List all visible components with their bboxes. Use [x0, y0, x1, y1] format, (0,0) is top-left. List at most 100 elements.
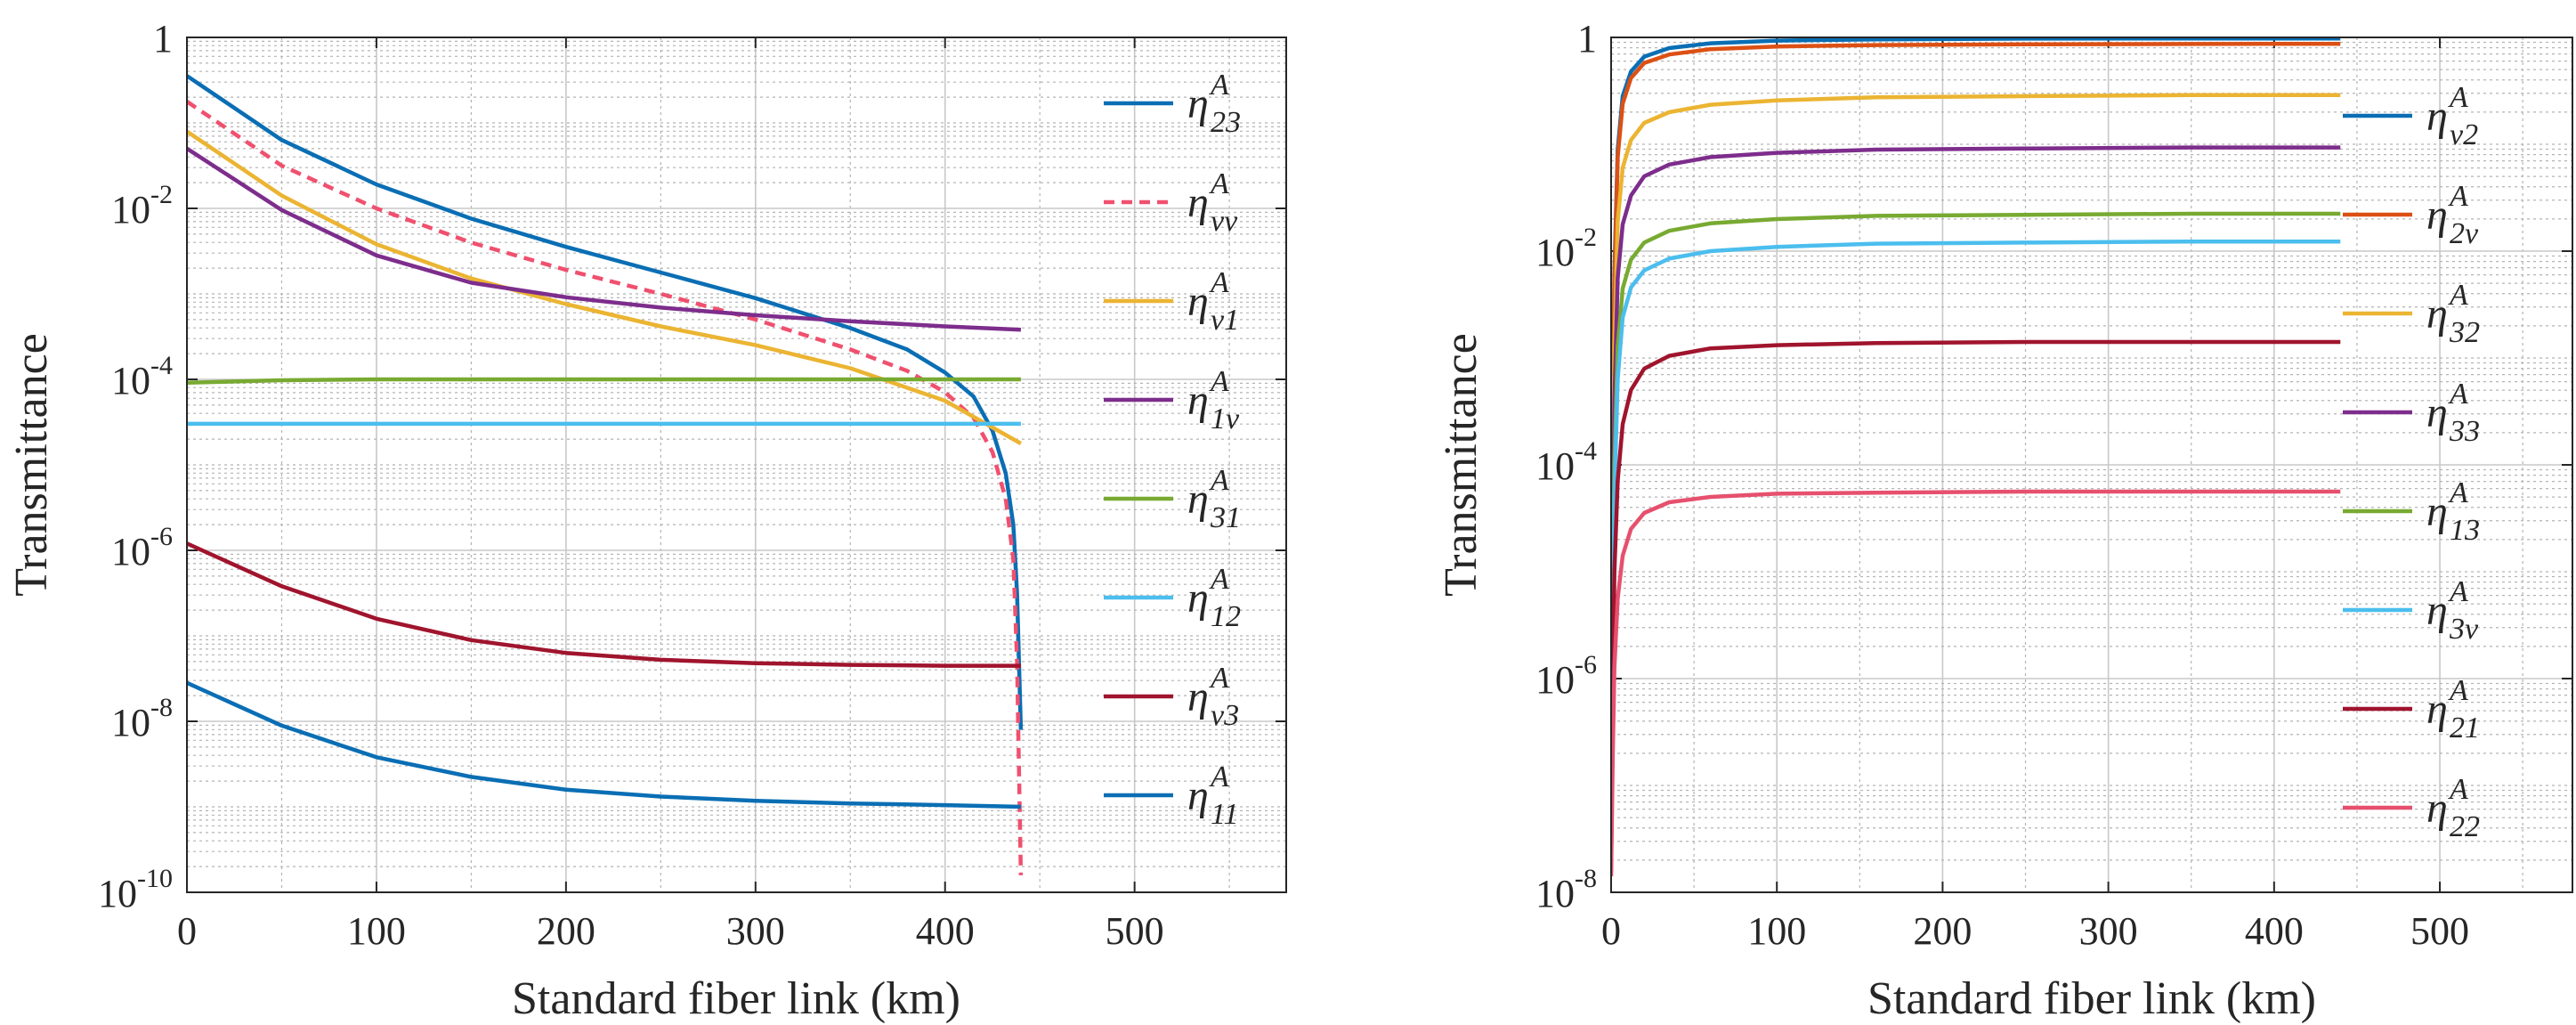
right-y-tick-exponent--2: -2: [1575, 223, 1597, 252]
left-legend-symbol-v1: η: [1187, 278, 1209, 325]
right-y-tick-label--8: 10-8: [1535, 864, 1597, 915]
left-x-tick-label-400: 400: [916, 909, 975, 953]
right-legend-superscript-13: A: [2448, 476, 2468, 509]
left-y-tick-label--10: 10-10: [98, 864, 173, 915]
right-legend-superscript-v2: A: [2448, 81, 2468, 114]
right-y-tick-label--4: 10-4: [1535, 436, 1597, 488]
right-x-axis-label: Standard fiber link (km): [1867, 973, 2316, 1024]
right-legend-subscript-21: 21: [2450, 712, 2480, 744]
right-y-tick-label--6: 10-6: [1535, 650, 1597, 702]
left-legend-subscript-12: 12: [1211, 600, 1241, 633]
right-series-line-22: [1611, 489, 2341, 877]
left-y-tick-label-0: 1: [153, 17, 173, 61]
left-legend-symbol-23: η: [1187, 80, 1209, 127]
left-legend-subscript-v1: v1: [1211, 304, 1239, 337]
right-legend-superscript-22: A: [2448, 773, 2468, 806]
left-x-tick-label-100: 100: [347, 909, 406, 953]
left-legend-symbol-1v: η: [1187, 377, 1209, 424]
left-x-tick-label-500: 500: [1106, 909, 1164, 953]
right-series-line-21: [1611, 339, 2341, 872]
right-legend-symbol-22: η: [2426, 785, 2448, 832]
right-legend-symbol-13: η: [2426, 488, 2448, 535]
right-legend-subscript-22: 22: [2450, 810, 2480, 843]
left-series-group: [187, 74, 1024, 875]
left-legend-subscript-31: 31: [1210, 501, 1241, 534]
right-legend-subscript-32: 32: [2449, 316, 2480, 349]
right-y-tick-base--4: 10: [1535, 444, 1575, 488]
right-y-tick-base--6: 10: [1535, 658, 1575, 702]
left-legend-subscript-1v: 1v: [1211, 403, 1240, 435]
right-y-tick-exponent--8: -8: [1575, 864, 1597, 893]
right-series-group: [1611, 37, 2341, 877]
left-y-tick-exponent--4: -4: [150, 351, 173, 380]
right-legend-subscript-v2: v2: [2450, 118, 2478, 151]
left-y-tick-exponent--10: -10: [137, 864, 173, 893]
left-y-tick-base--4: 10: [111, 359, 150, 403]
left-y-tick-base--2: 10: [111, 188, 150, 232]
right-legend-superscript-3v: A: [2448, 575, 2468, 608]
right-legend-symbol-21: η: [2426, 686, 2448, 733]
left-x-tick-label-0: 0: [177, 909, 197, 953]
left-legend-superscript-23: A: [1209, 69, 1229, 102]
right-y-tick-base--2: 10: [1535, 231, 1575, 274]
left-legend-superscript-31: A: [1209, 464, 1229, 497]
left-axes-frame: [186, 37, 1287, 893]
left-y-tick-base--6: 10: [111, 530, 150, 574]
left-series-line-v3: [187, 541, 1021, 668]
right-y-tick-base--8: 10: [1535, 872, 1575, 915]
left-legend-subscript-11: 11: [1211, 798, 1238, 831]
left-series-line-23: [187, 74, 1024, 730]
right-legend-superscript-32: A: [2448, 279, 2468, 312]
left-y-tick-base--10: 10: [98, 872, 137, 915]
right-legend-subscript-33: 33: [2449, 415, 2480, 448]
left-y-tick-label--8: 10-8: [111, 693, 173, 744]
left-series-line-11: [187, 680, 1021, 809]
right-x-tick-label-100: 100: [1747, 909, 1806, 953]
left-y-tick-label--2: 10-2: [111, 180, 173, 232]
left-legend-symbol-11: η: [1187, 772, 1209, 819]
right-y-tick-exponent--6: -6: [1575, 650, 1597, 679]
right-legend-symbol-33: η: [2426, 389, 2448, 436]
right-legend-symbol-v2: η: [2426, 93, 2448, 140]
right-x-tick-label-200: 200: [1913, 909, 1972, 953]
right-x-tick-label-400: 400: [2245, 909, 2304, 953]
left-series-line-1v: [187, 146, 1022, 332]
left-legend-subscript-vv: vv: [1211, 205, 1238, 238]
left-y-tick-exponent--8: -8: [150, 693, 173, 722]
left-y-axis-label: Transmittance: [6, 333, 57, 597]
left-chart-panel: 0 100 200 300 400 500110-210-410-610-810-10St…: [6, 17, 1287, 1024]
left-legend-subscript-23: 23: [1211, 106, 1241, 139]
right-y-tick-exponent--4: -4: [1575, 436, 1597, 466]
right-legend-superscript-2v: A: [2448, 180, 2468, 213]
left-x-tick-label-300: 300: [726, 909, 785, 953]
left-legend-superscript-vv: A: [1209, 167, 1229, 200]
left-y-tick-exponent--2: -2: [150, 180, 173, 209]
right-x-tick-label-300: 300: [2079, 909, 2138, 953]
right-y-tick-label--2: 10-2: [1535, 223, 1597, 274]
right-series-line-3v: [1611, 239, 2341, 866]
right-legend-superscript-33: A: [2448, 378, 2468, 411]
right-axes-frame: [1610, 37, 2573, 893]
left-y-tick-label--6: 10-6: [111, 522, 173, 574]
left-legend-symbol-vv: η: [1187, 179, 1209, 226]
right-legend-superscript-21: A: [2448, 674, 2468, 707]
right-legend-subscript-3v: 3v: [2449, 613, 2479, 646]
left-legend-symbol-31: η: [1187, 476, 1209, 523]
left-series-line-vv: [187, 100, 1024, 875]
left-series-line-v1: [187, 129, 1023, 445]
right-legend-subscript-2v: 2v: [2450, 217, 2479, 250]
left-legend-subscript-v3: v3: [1211, 699, 1239, 732]
right-y-tick-base-0: 1: [1577, 17, 1597, 61]
right-x-tick-label-500: 500: [2410, 909, 2469, 953]
left-y-tick-base-0: 1: [153, 17, 173, 61]
left-y-tick-base--8: 10: [111, 701, 150, 744]
left-legend-superscript-1v: A: [1209, 365, 1229, 398]
left-y-tick-label--4: 10-4: [111, 351, 173, 403]
right-legend-symbol-2v: η: [2426, 191, 2448, 239]
right-legend-symbol-3v: η: [2426, 587, 2448, 634]
right-x-tick-label-0: 0: [1601, 909, 1621, 953]
